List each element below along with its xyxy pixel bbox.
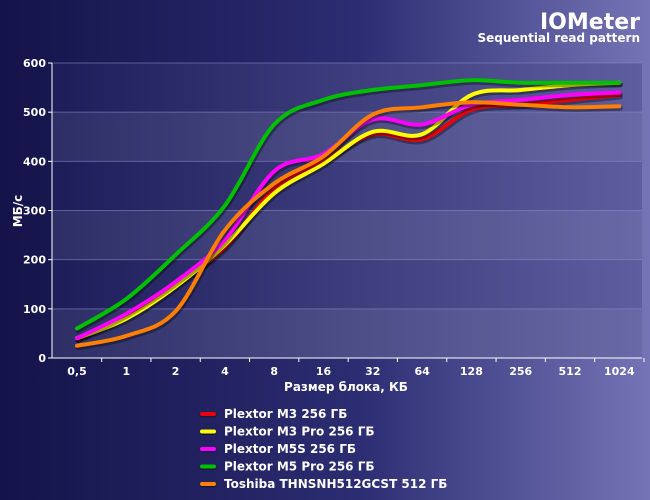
x-tick-label: 4 bbox=[221, 365, 229, 378]
series-line-4 bbox=[75, 78, 622, 331]
legend-label: Plextor M3 256 ГБ bbox=[224, 407, 347, 421]
y-tick-label: 500 bbox=[23, 106, 46, 119]
x-tick-label: 256 bbox=[509, 365, 532, 378]
series-lines bbox=[75, 78, 623, 351]
x-tick-label: 16 bbox=[316, 365, 332, 378]
y-tick-label: 200 bbox=[23, 254, 46, 267]
x-tick-label: 128 bbox=[460, 365, 483, 378]
series-line-2 bbox=[75, 80, 622, 341]
series-line-shadow bbox=[75, 92, 623, 343]
y-axis-ticks: 0 100 200 300 400 500 600 bbox=[23, 57, 52, 365]
x-axis-label: Размер блока, КБ bbox=[284, 380, 408, 394]
legend-label: Plextor M5S 256 ГБ bbox=[224, 442, 356, 456]
chart-title: IOMeter bbox=[540, 10, 640, 35]
x-tick-label: 8 bbox=[270, 365, 278, 378]
legend-label: Plextor M5 Pro 256 ГБ bbox=[224, 460, 375, 474]
x-axis-ticks: 0,5 1 2 4 8 16 32 64 128 256 512 1024 bbox=[67, 358, 645, 378]
chart-subtitle: Sequential read pattern bbox=[477, 31, 640, 45]
axes bbox=[51, 63, 642, 359]
y-tick-label: 100 bbox=[23, 303, 46, 316]
x-tick-label: 1 bbox=[122, 365, 130, 378]
legend-label: Plextor M3 Pro 256 ГБ bbox=[224, 425, 375, 439]
y-tick-label: 400 bbox=[23, 155, 46, 168]
series-line-5 bbox=[75, 100, 622, 348]
y-tick-label: 600 bbox=[23, 57, 46, 70]
y-axis-label: МБ/с bbox=[11, 195, 25, 228]
y-tick-label: 300 bbox=[23, 205, 46, 218]
x-tick-label: 0,5 bbox=[67, 365, 87, 378]
y-tick-label: 0 bbox=[38, 352, 46, 365]
grid-band bbox=[52, 308, 642, 358]
legend: Plextor M3 256 ГБ Plextor M3 Pro 256 ГБ Pl… bbox=[199, 407, 447, 491]
x-tick-label: 512 bbox=[559, 365, 582, 378]
x-tick-label: 1024 bbox=[604, 365, 635, 378]
grid-band bbox=[52, 210, 642, 260]
x-tick-label: 2 bbox=[172, 365, 180, 378]
plot-area bbox=[52, 62, 642, 359]
x-tick-label: 32 bbox=[365, 365, 380, 378]
series-line-shadow bbox=[75, 82, 623, 343]
x-tick-label: 64 bbox=[414, 365, 430, 378]
legend-label: Toshiba THNSNH512GCST 512 ГБ bbox=[224, 477, 447, 491]
